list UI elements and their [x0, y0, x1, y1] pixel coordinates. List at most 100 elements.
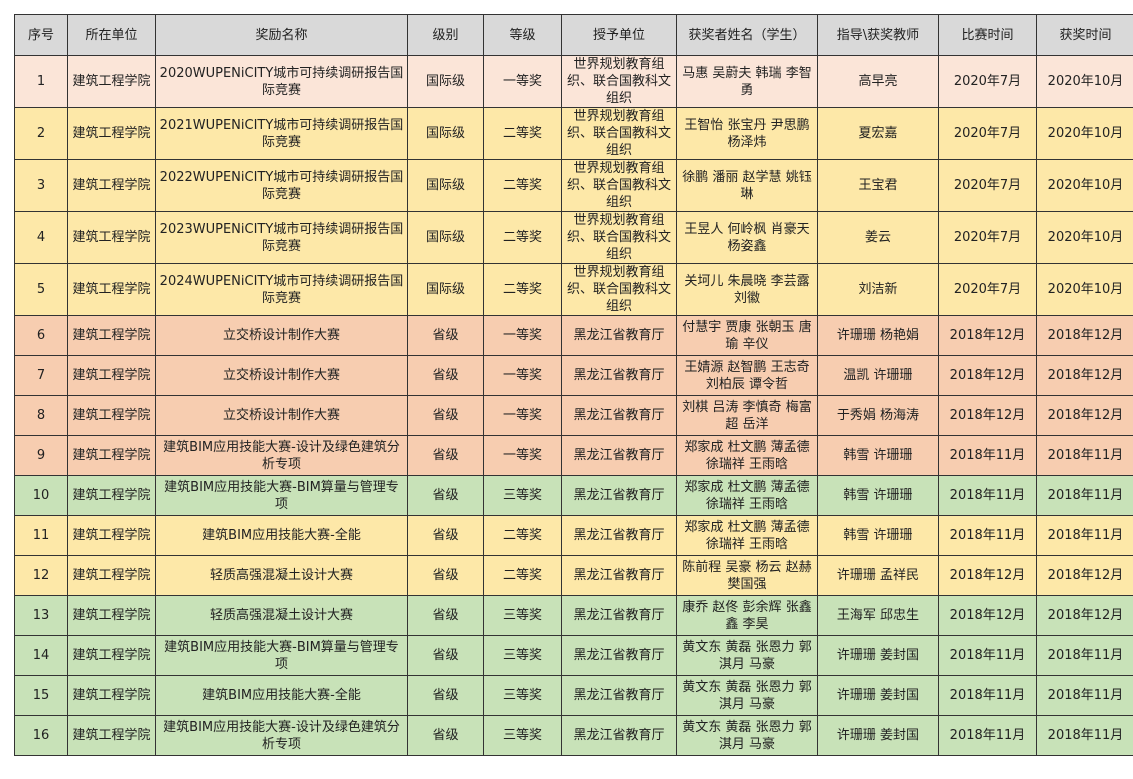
table-row: 2 建筑工程学院 2021WUPENiCITY城市可持续调研报告国际竞赛 国际级 二等奖… — [14, 107, 1133, 160]
cell-competition-date: 2018年12月 — [938, 355, 1037, 396]
table-row: 1 建筑工程学院 2020WUPENiCITY城市可持续调研报告国际竞赛 国际级 一等奖… — [14, 55, 1133, 108]
header-award-name: 奖励名称 — [155, 14, 408, 56]
cell-grade: 一等奖 — [483, 395, 562, 436]
cell-award-name: 2021WUPENiCITY城市可持续调研报告国际竞赛 — [155, 107, 408, 160]
cell-teachers: 许珊珊 姜封国 — [817, 715, 939, 756]
cell-students: 郑家成 杜文鹏 薄孟德 徐瑞祥 王雨晗 — [676, 515, 818, 556]
table-row: 4 建筑工程学院 2023WUPENiCITY城市可持续调研报告国际竞赛 国际级 二等奖… — [14, 211, 1133, 264]
cell-students: 康乔 赵佟 彭余辉 张鑫鑫 李昊 — [676, 595, 818, 636]
cell-students: 王智怡 张宝丹 尹思鹏 杨泽炜 — [676, 107, 818, 160]
cell-grade: 一等奖 — [483, 435, 562, 476]
cell-index: 14 — [14, 635, 68, 676]
cell-level: 省级 — [407, 555, 484, 596]
cell-teachers: 于秀娟 杨海涛 — [817, 395, 939, 436]
cell-grantor: 黑龙江省教育厅 — [561, 475, 677, 516]
cell-grade: 二等奖 — [483, 159, 562, 212]
cell-students: 黄文东 黄磊 张恩力 郭淇月 马豪 — [676, 675, 818, 716]
cell-teachers: 韩雪 许珊珊 — [817, 435, 939, 476]
table-row: 15 建筑工程学院 建筑BIM应用技能大赛-全能 省级 三等奖 黑龙江省教育厅 黄文东 黄磊… — [14, 675, 1133, 716]
header-level: 级别 — [407, 14, 484, 56]
cell-award-name: 2020WUPENiCITY城市可持续调研报告国际竞赛 — [155, 55, 408, 108]
cell-grade: 二等奖 — [483, 211, 562, 264]
cell-unit: 建筑工程学院 — [67, 435, 156, 476]
cell-teachers: 许珊珊 孟祥民 — [817, 555, 939, 596]
cell-grade: 一等奖 — [483, 55, 562, 108]
header-students: 获奖者姓名（学生） — [676, 14, 818, 56]
cell-grantor: 世界规划教育组织、联合国教科文组织 — [561, 55, 677, 108]
cell-grade: 三等奖 — [483, 595, 562, 636]
header-teachers: 指导\获奖教师 — [817, 14, 939, 56]
cell-students: 郑家成 杜文鹏 薄孟德 徐瑞祥 王雨晗 — [676, 475, 818, 516]
cell-students: 徐鹏 潘丽 赵学慧 姚钰琳 — [676, 159, 818, 212]
cell-competition-date: 2020年7月 — [938, 211, 1037, 264]
cell-level: 国际级 — [407, 211, 484, 264]
cell-index: 9 — [14, 435, 68, 476]
cell-level: 省级 — [407, 355, 484, 396]
cell-unit: 建筑工程学院 — [67, 263, 156, 316]
cell-award-name: 2023WUPENiCITY城市可持续调研报告国际竞赛 — [155, 211, 408, 264]
cell-award-date: 2018年11月 — [1036, 715, 1133, 756]
cell-teachers: 王海军 邱忠生 — [817, 595, 939, 636]
cell-unit: 建筑工程学院 — [67, 515, 156, 556]
cell-grade: 二等奖 — [483, 263, 562, 316]
cell-competition-date: 2018年12月 — [938, 555, 1037, 596]
awards-table: 序号 所在单位 奖励名称 级别 等级 授予单位 获奖者姓名（学生） 指导\获奖教师 比赛时间 获奖… — [14, 14, 1133, 756]
cell-unit: 建筑工程学院 — [67, 211, 156, 264]
table-row: 9 建筑工程学院 建筑BIM应用技能大赛-设计及绿色建筑分析专项 省级 一等奖 黑龙江省教… — [14, 435, 1133, 476]
cell-award-name: 立交桥设计制作大赛 — [155, 395, 408, 436]
cell-unit: 建筑工程学院 — [67, 555, 156, 596]
cell-students: 王昱人 何岭枫 肖豪天 杨姿鑫 — [676, 211, 818, 264]
cell-index: 6 — [14, 315, 68, 356]
cell-level: 国际级 — [407, 263, 484, 316]
table-row: 6 建筑工程学院 立交桥设计制作大赛 省级 一等奖 黑龙江省教育厅 付慧宇 贾康 张朝玉 唐… — [14, 315, 1133, 356]
cell-level: 省级 — [407, 315, 484, 356]
table-row: 11 建筑工程学院 建筑BIM应用技能大赛-全能 省级 二等奖 黑龙江省教育厅 郑家成 杜文… — [14, 515, 1133, 556]
cell-grantor: 黑龙江省教育厅 — [561, 675, 677, 716]
cell-level: 省级 — [407, 675, 484, 716]
cell-competition-date: 2020年7月 — [938, 159, 1037, 212]
cell-grantor: 世界规划教育组织、联合国教科文组织 — [561, 263, 677, 316]
cell-unit: 建筑工程学院 — [67, 475, 156, 516]
cell-unit: 建筑工程学院 — [67, 635, 156, 676]
cell-level: 国际级 — [407, 55, 484, 108]
cell-award-name: 2024WUPENiCITY城市可持续调研报告国际竞赛 — [155, 263, 408, 316]
cell-level: 省级 — [407, 595, 484, 636]
cell-teachers: 姜云 — [817, 211, 939, 264]
cell-students: 关坷儿 朱晨晓 李芸露 刘徽 — [676, 263, 818, 316]
cell-grantor: 世界规划教育组织、联合国教科文组织 — [561, 211, 677, 264]
cell-award-name: 建筑BIM应用技能大赛-BIM算量与管理专项 — [155, 475, 408, 516]
cell-index: 8 — [14, 395, 68, 436]
cell-grade: 二等奖 — [483, 107, 562, 160]
cell-award-date: 2018年12月 — [1036, 595, 1133, 636]
cell-grantor: 黑龙江省教育厅 — [561, 435, 677, 476]
cell-students: 王婧源 赵智鹏 王志奇 刘柏辰 谭令哲 — [676, 355, 818, 396]
cell-teachers: 许珊珊 姜封国 — [817, 675, 939, 716]
cell-award-name: 立交桥设计制作大赛 — [155, 355, 408, 396]
cell-grantor: 黑龙江省教育厅 — [561, 515, 677, 556]
cell-index: 2 — [14, 107, 68, 160]
cell-index: 13 — [14, 595, 68, 636]
header-grade: 等级 — [483, 14, 562, 56]
cell-competition-date: 2018年11月 — [938, 635, 1037, 676]
cell-competition-date: 2020年7月 — [938, 263, 1037, 316]
cell-unit: 建筑工程学院 — [67, 107, 156, 160]
cell-grantor: 黑龙江省教育厅 — [561, 595, 677, 636]
cell-grantor: 世界规划教育组织、联合国教科文组织 — [561, 159, 677, 212]
cell-competition-date: 2018年11月 — [938, 675, 1037, 716]
cell-grade: 二等奖 — [483, 555, 562, 596]
cell-teachers: 温凯 许珊珊 — [817, 355, 939, 396]
cell-teachers: 刘洁新 — [817, 263, 939, 316]
cell-students: 郑家成 杜文鹏 薄孟德 徐瑞祥 王雨晗 — [676, 435, 818, 476]
cell-grade: 三等奖 — [483, 475, 562, 516]
cell-award-date: 2018年12月 — [1036, 555, 1133, 596]
cell-award-name: 建筑BIM应用技能大赛-BIM算量与管理专项 — [155, 635, 408, 676]
cell-students: 黄文东 黄磊 张恩力 郭淇月 马豪 — [676, 715, 818, 756]
cell-grade: 三等奖 — [483, 675, 562, 716]
cell-award-date: 2018年12月 — [1036, 395, 1133, 436]
cell-grantor: 黑龙江省教育厅 — [561, 555, 677, 596]
table-row: 12 建筑工程学院 轻质高强混凝土设计大赛 省级 二等奖 黑龙江省教育厅 陈前程 吴豪 杨云… — [14, 555, 1133, 596]
cell-award-date: 2020年10月 — [1036, 263, 1133, 316]
header-index: 序号 — [14, 14, 68, 56]
cell-award-name: 建筑BIM应用技能大赛-设计及绿色建筑分析专项 — [155, 435, 408, 476]
cell-level: 省级 — [407, 395, 484, 436]
